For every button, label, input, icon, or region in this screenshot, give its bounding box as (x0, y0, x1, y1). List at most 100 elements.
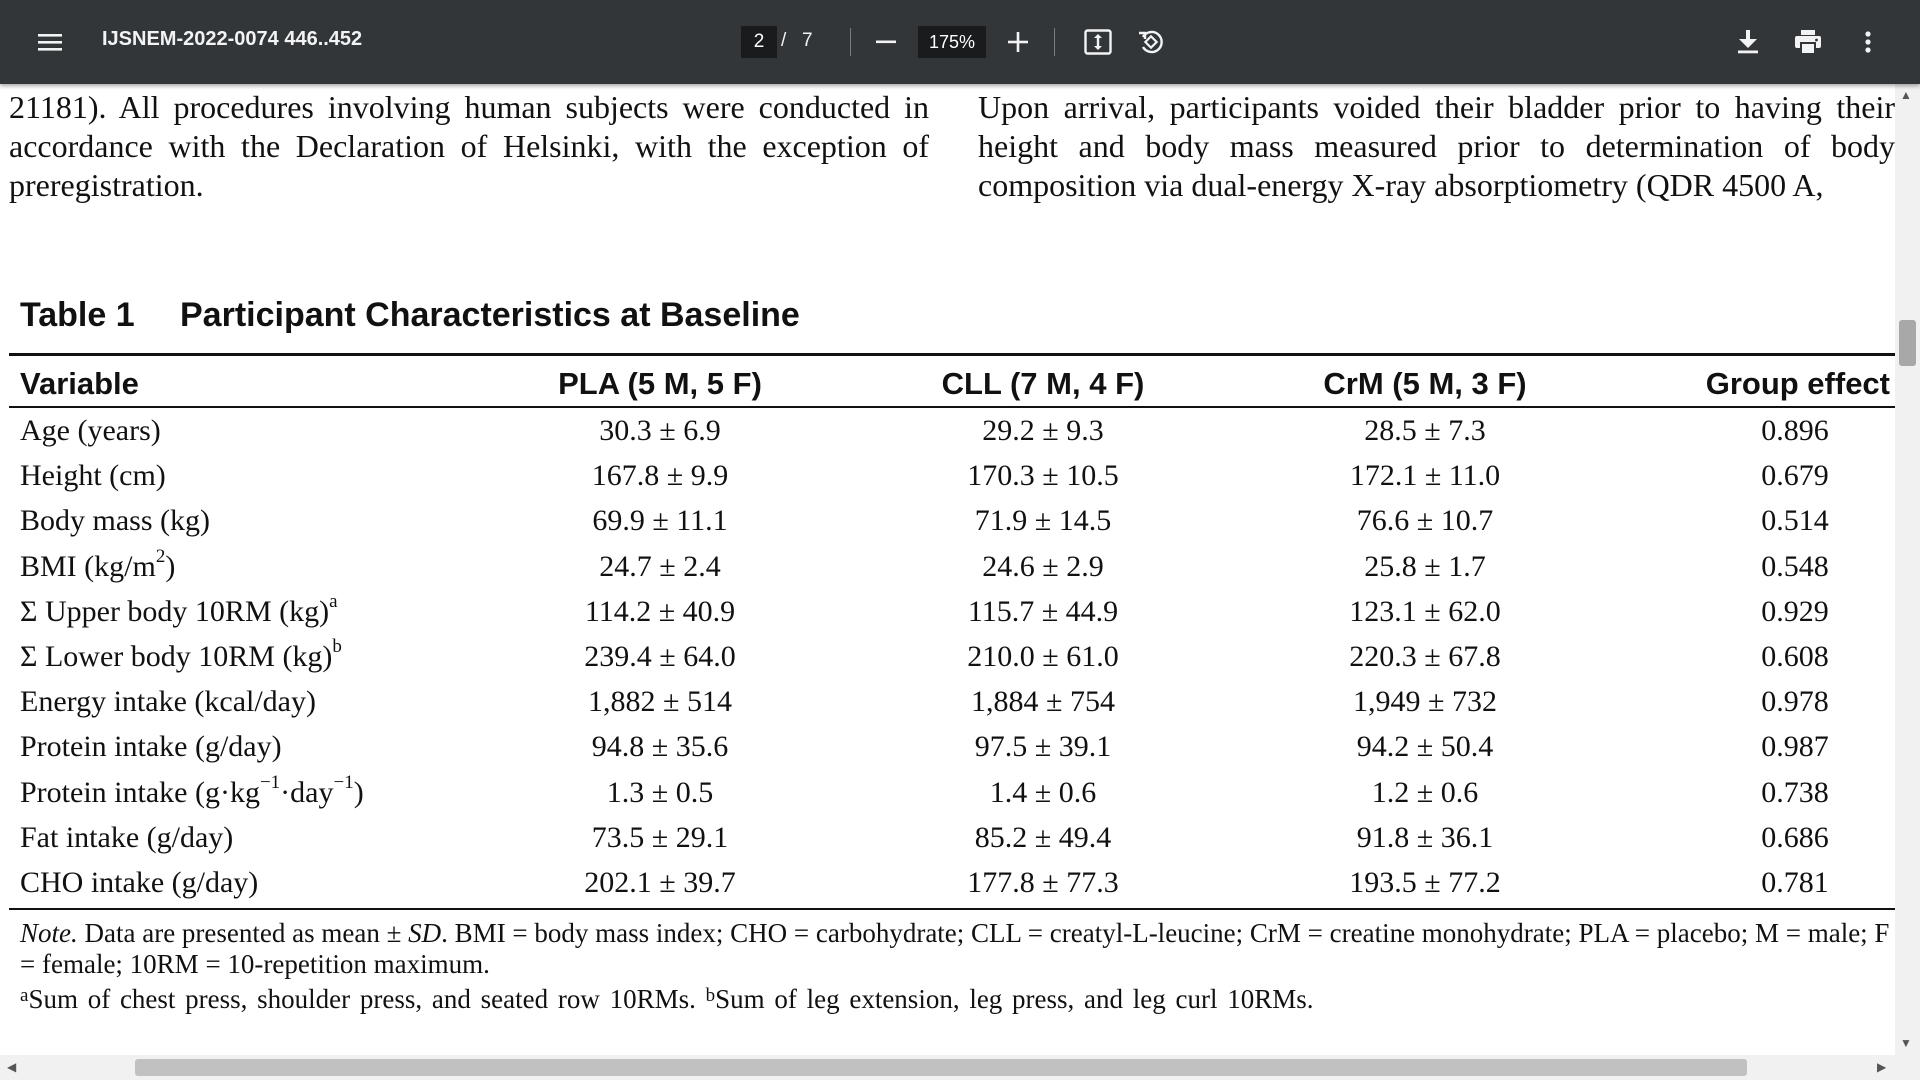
footnote-b-mark: b (705, 985, 716, 1006)
cell-pla: 114.2 ± 40.9 (584, 594, 736, 628)
hamburger-menu-icon[interactable] (30, 22, 70, 62)
rotate-button[interactable] (1131, 22, 1171, 62)
download-icon (1738, 30, 1758, 54)
cell-variable: Protein intake (g/day) (20, 730, 282, 764)
cell-group: 0.738 (1761, 775, 1829, 809)
cell-group: 0.929 (1761, 594, 1829, 628)
header-variable: Variable (20, 366, 139, 401)
pdf-page: 21181). All procedures involving human s… (0, 84, 1895, 1055)
download-button[interactable] (1728, 22, 1768, 62)
print-button[interactable] (1788, 22, 1828, 62)
pdf-toolbar: IJSNEM-2022-0074 446..452 / 7 (0, 0, 1920, 84)
cell-crm: 193.5 ± 77.2 (1349, 866, 1501, 899)
cell-group: 0.978 (1761, 685, 1829, 719)
cell-cll: 1.4 ± 0.6 (989, 775, 1097, 809)
cell-pla: 167.8 ± 9.9 (591, 459, 729, 493)
cell-cll: 177.8 ± 77.3 (967, 866, 1119, 899)
print-icon (1795, 30, 1821, 54)
fit-page-icon (1084, 29, 1112, 55)
scroll-up-arrow-icon[interactable]: ▲ (1900, 88, 1912, 102)
horizontal-scroll-thumb[interactable] (135, 1059, 1747, 1076)
cell-group: 0.679 (1761, 459, 1829, 493)
variable-superscript: −1 (333, 771, 354, 793)
cell-pla: 94.8 ± 35.6 (591, 730, 729, 764)
table-label: Table 1 (20, 296, 135, 334)
cell-crm: 1,949 ± 732 (1353, 685, 1497, 719)
zoom-in-button[interactable] (998, 22, 1038, 62)
footnote-a: Sum of chest press, shoulder press, and … (28, 984, 696, 1014)
vertical-scroll-thumb[interactable] (1899, 320, 1916, 366)
variable-label: BMI (kg/m (20, 549, 156, 583)
scroll-right-arrow-icon[interactable]: ▶ (1877, 1060, 1887, 1074)
more-options-button[interactable] (1848, 22, 1888, 62)
variable-label: Protein intake (g·kg (20, 775, 260, 809)
page-number-input[interactable] (741, 26, 777, 58)
cell-cll: 29.2 ± 9.3 (982, 414, 1104, 447)
toolbar-divider (1054, 28, 1055, 56)
cell-crm: 1.2 ± 0.6 (1371, 775, 1479, 809)
cell-pla: 1.3 ± 0.5 (606, 775, 714, 809)
cell-variable: BMI (kg/m2) (20, 546, 175, 584)
variable-label-mid: ·day (280, 775, 334, 809)
cell-pla: 202.1 ± 39.7 (584, 866, 736, 899)
variable-superscript: a (329, 590, 338, 612)
header-cll: CLL (7 M, 4 F) (941, 366, 1145, 401)
table-row: Fat intake (g/day) 73.5 ± 29.1 85.2 ± 49.4… (0, 815, 1895, 860)
header-crm: CrM (5 M, 3 F) (1323, 366, 1527, 401)
variable-superscript: 2 (155, 545, 166, 567)
table-header-row: Variable PLA (5 M, 5 F) CLL (7 M, 4 F) C… (0, 358, 1895, 404)
cell-group: 0.548 (1761, 549, 1829, 583)
cell-cll: 170.3 ± 10.5 (967, 459, 1119, 493)
cell-crm: 94.2 ± 50.4 (1356, 730, 1494, 764)
table-row: Protein intake (g·kg−1·day−1) 1.3 ± 0.5 1.… (0, 770, 1895, 815)
table-row: Age (years) 30.3 ± 6.9 29.2 ± 9.3 28.5 ± 7.… (0, 408, 1895, 453)
body-text-right-column: Upon arrival, participants voided their … (978, 89, 1895, 203)
header-pla: PLA (5 M, 5 F) (558, 366, 762, 401)
cell-variable: Height (cm) (20, 459, 166, 493)
footnote-a-mark: a (20, 985, 29, 1006)
vertical-scrollbar[interactable]: ▲ ▼ (1895, 84, 1920, 1055)
cell-cll: 71.9 ± 14.5 (974, 504, 1112, 538)
cell-crm: 76.6 ± 10.7 (1356, 504, 1494, 538)
total-pages: 7 (802, 30, 813, 51)
scroll-left-arrow-icon[interactable]: ◀ (7, 1060, 17, 1074)
fit-to-page-button[interactable] (1078, 22, 1118, 62)
minus-icon (876, 40, 896, 44)
table-caption: Table 1 Participant Characteristics at Ba… (20, 296, 800, 335)
cell-group: 0.686 (1761, 820, 1829, 854)
variable-label: Energy intake (kcal/day) (20, 685, 316, 719)
table-row: Σ Lower body 10RM (kg)b 239.4 ± 64.0 210.0… (0, 634, 1895, 679)
cell-variable: CHO intake (g/day) (20, 866, 258, 900)
table-bottom-rule (9, 908, 1895, 910)
cell-crm: 123.1 ± 62.0 (1349, 594, 1501, 628)
document-title: IJSNEM-2022-0074 446..452 (102, 28, 363, 50)
variable-label: Age (years) (20, 414, 161, 447)
cell-pla: 24.7 ± 2.4 (599, 549, 721, 583)
variable-label: Σ Upper body 10RM (kg) (20, 594, 330, 628)
table-row: CHO intake (g/day) 202.1 ± 39.7 177.8 ± 77… (0, 860, 1895, 905)
table-footnotes: aSum of chest press, shoulder press, and… (20, 984, 1890, 1015)
cell-variable: Age (years) (20, 414, 161, 448)
table-note: Note. Data are presented as mean ± SD. B… (20, 918, 1890, 980)
cell-variable: Σ Upper body 10RM (kg)a (20, 591, 338, 629)
footnote-b: Sum of leg extension, leg press, and leg… (715, 984, 1314, 1014)
cell-crm: 25.8 ± 1.7 (1364, 549, 1486, 583)
cell-variable: Protein intake (g·kg−1·day−1) (20, 772, 364, 810)
table-row: BMI (kg/m2) 24.7 ± 2.4 24.6 ± 2.9 25.8 ± 1.… (0, 544, 1895, 589)
variable-label: Fat intake (g/day) (20, 820, 234, 854)
cell-pla: 30.3 ± 6.9 (599, 414, 721, 447)
table-top-rule (9, 353, 1895, 356)
zoom-level-input[interactable] (918, 26, 986, 58)
horizontal-scrollbar[interactable]: ◀ ▶ (0, 1055, 1895, 1080)
toolbar-divider (850, 28, 851, 56)
variable-label: Body mass (kg) (20, 504, 210, 538)
table-row: Body mass (kg) 69.9 ± 11.1 71.9 ± 14.5 76.6… (0, 498, 1895, 543)
note-sd: SD (408, 918, 442, 948)
plus-icon (1008, 32, 1028, 52)
zoom-out-button[interactable] (866, 22, 906, 62)
scroll-down-arrow-icon[interactable]: ▼ (1900, 1036, 1912, 1050)
cell-variable: Body mass (kg) (20, 504, 210, 538)
cell-cll: 24.6 ± 2.9 (982, 549, 1104, 583)
cell-cll: 85.2 ± 49.4 (974, 820, 1112, 854)
rotate-icon (1139, 30, 1163, 54)
